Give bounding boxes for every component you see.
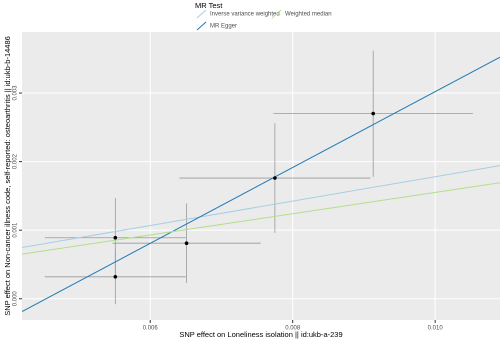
x-axis-label: SNP effect on Loneliness isolation || id… — [179, 330, 342, 339]
legend-key — [196, 21, 207, 31]
regression-line — [22, 165, 500, 248]
regression-line — [22, 182, 500, 255]
legend-key — [196, 9, 207, 19]
x-tick-label: 0.006 — [143, 326, 159, 332]
legend-label: MR Egger — [210, 24, 237, 30]
legend-title: MR Test — [195, 1, 223, 10]
point — [113, 235, 118, 240]
y-tick-label: 0.003 — [13, 85, 19, 101]
legend-label: Weighted median — [285, 12, 332, 18]
y-axis-label: SNP effect on Non-cancer illness code, s… — [3, 36, 12, 316]
point — [113, 275, 118, 279]
point — [184, 241, 189, 245]
x-tick-label: 0.008 — [285, 326, 301, 332]
point — [273, 176, 277, 180]
regression-line — [22, 56, 500, 313]
y-tick-label: 0.001 — [13, 222, 19, 238]
x-tick-label: 0.010 — [428, 326, 444, 332]
point — [371, 111, 375, 116]
legend-key — [271, 9, 282, 19]
y-tick-label: 0.002 — [13, 153, 19, 169]
panel — [22, 32, 500, 320]
y-tick-label: 0.000 — [13, 291, 19, 307]
legend-label: Inverse variance weighted — [210, 12, 280, 18]
